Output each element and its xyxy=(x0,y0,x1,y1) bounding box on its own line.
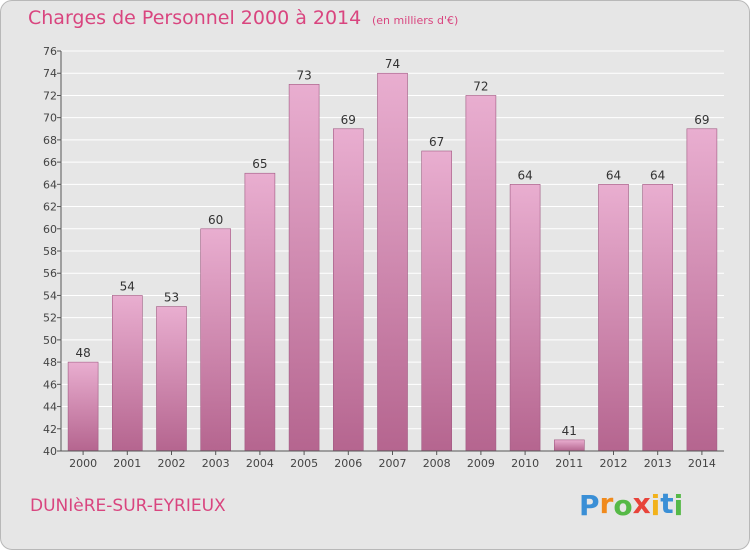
logo-letter: i xyxy=(673,489,684,522)
data-label: 65 xyxy=(252,157,267,171)
data-label: 73 xyxy=(296,68,311,82)
chart-subtitle: (en milliers d'€) xyxy=(372,14,459,27)
x-tick-label: 2000 xyxy=(69,457,97,470)
bar-2001[interactable] xyxy=(112,295,143,452)
y-tick-label: 56 xyxy=(43,267,57,280)
x-tick-label: 2008 xyxy=(423,457,451,470)
y-tick-label: 40 xyxy=(43,445,57,458)
logo-letter: r xyxy=(599,487,614,520)
x-tick-label: 2013 xyxy=(644,457,672,470)
x-tick-label: 2009 xyxy=(467,457,495,470)
bar-2003[interactable] xyxy=(200,228,231,452)
y-tick-label: 60 xyxy=(43,223,57,236)
data-label: 67 xyxy=(429,135,444,149)
y-tick-label: 54 xyxy=(43,289,57,302)
y-tick-label: 62 xyxy=(43,201,57,214)
bar-2005[interactable] xyxy=(288,84,320,452)
data-label: 41 xyxy=(562,424,577,438)
data-label: 48 xyxy=(75,346,90,360)
y-tick-label: 64 xyxy=(43,178,57,191)
logo-letter: P xyxy=(579,489,600,522)
data-label: 69 xyxy=(694,113,709,127)
commune-name: DUNIèRE-SUR-EYRIEUX xyxy=(30,496,226,516)
logo-letter: i xyxy=(650,489,661,522)
bar-2006[interactable] xyxy=(332,128,364,452)
logo-letter: x xyxy=(632,487,651,520)
x-tick-label: 2001 xyxy=(113,457,141,470)
bar-2013[interactable] xyxy=(642,184,674,452)
proxiti-logo[interactable]: Proxiti xyxy=(579,487,684,522)
y-tick-label: 44 xyxy=(43,401,57,414)
y-tick-label: 72 xyxy=(43,89,57,102)
y-tick-label: 46 xyxy=(43,378,57,391)
data-label: 64 xyxy=(606,168,621,182)
x-tick-label: 2011 xyxy=(555,457,583,470)
x-tick-label: 2010 xyxy=(511,457,539,470)
x-tick-label: 2014 xyxy=(688,457,716,470)
data-label: 74 xyxy=(385,57,400,71)
y-tick-label: 58 xyxy=(43,245,57,258)
x-tick-label: 2007 xyxy=(379,457,407,470)
bar-2000[interactable] xyxy=(67,361,99,452)
y-tick-label: 66 xyxy=(43,156,57,169)
x-tick-label: 2004 xyxy=(246,457,274,470)
bar-2014[interactable] xyxy=(686,128,718,452)
logo-letter: t xyxy=(660,487,674,520)
y-tick-label: 76 xyxy=(43,45,57,58)
data-label: 64 xyxy=(517,168,532,182)
y-tick-label: 48 xyxy=(43,356,57,369)
y-tick-label: 70 xyxy=(43,112,57,125)
logo-letter: o xyxy=(613,489,633,522)
bar-2008[interactable] xyxy=(421,150,453,452)
y-tick-label: 42 xyxy=(43,423,57,436)
data-label: 53 xyxy=(164,291,179,305)
chart-title: Charges de Personnel 2000 à 2014 xyxy=(28,7,362,29)
bar-2009[interactable] xyxy=(465,95,497,452)
bar-2012[interactable] xyxy=(598,184,629,452)
y-tick-label: 68 xyxy=(43,134,57,147)
x-tick-label: 2003 xyxy=(202,457,230,470)
y-tick-label: 52 xyxy=(43,312,57,325)
bar-2011[interactable] xyxy=(553,439,585,452)
x-tick-label: 2006 xyxy=(334,457,362,470)
bar-2007[interactable] xyxy=(377,72,408,452)
x-tick-label: 2002 xyxy=(158,457,186,470)
data-label: 69 xyxy=(341,113,356,127)
x-tick-label: 2005 xyxy=(290,457,318,470)
data-label: 64 xyxy=(650,168,665,182)
y-tick-label: 50 xyxy=(43,334,57,347)
bar-2010[interactable] xyxy=(509,184,541,452)
bar-2004[interactable] xyxy=(244,172,276,452)
data-label: 54 xyxy=(120,279,135,293)
bar-2002[interactable] xyxy=(156,306,187,452)
data-label: 72 xyxy=(473,79,488,93)
y-tick-label: 74 xyxy=(43,67,57,80)
data-label: 60 xyxy=(208,213,223,227)
x-tick-label: 2012 xyxy=(600,457,628,470)
